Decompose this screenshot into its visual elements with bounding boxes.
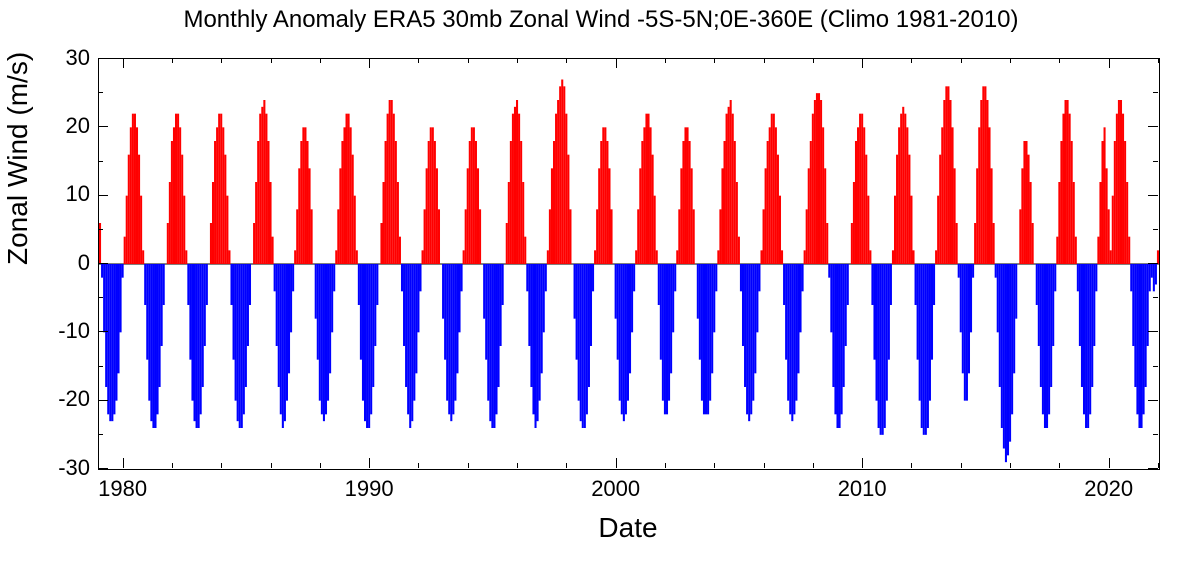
x-axis-label: Date <box>98 512 1158 544</box>
tick-mark <box>764 463 765 468</box>
tick-mark <box>764 58 765 63</box>
tick-mark <box>418 58 419 63</box>
tick-label: 0 <box>78 250 90 276</box>
tick-mark <box>1153 434 1158 435</box>
tick-mark <box>566 463 567 468</box>
tick-mark <box>862 58 863 68</box>
tick-mark <box>98 434 103 435</box>
tick-mark <box>221 58 222 63</box>
tick-label: 1980 <box>98 476 147 502</box>
tick-mark <box>813 463 814 468</box>
tick-mark <box>369 58 370 68</box>
tick-mark <box>1109 458 1110 468</box>
tick-mark <box>418 463 419 468</box>
tick-label: 20 <box>66 113 90 139</box>
tick-mark <box>221 463 222 468</box>
tick-mark <box>123 458 124 468</box>
tick-mark <box>98 195 108 196</box>
tick-mark <box>1153 229 1158 230</box>
tick-mark <box>961 463 962 468</box>
tick-label: -20 <box>58 386 90 412</box>
tick-mark <box>862 458 863 468</box>
tick-mark <box>320 58 321 63</box>
tick-label: 30 <box>66 45 90 71</box>
plot-svg <box>99 59 1159 469</box>
tick-mark <box>665 463 666 468</box>
tick-mark <box>98 92 103 93</box>
tick-mark <box>566 58 567 63</box>
tick-mark <box>98 331 108 332</box>
tick-mark <box>1153 366 1158 367</box>
tick-mark <box>98 58 108 59</box>
tick-mark <box>911 58 912 63</box>
tick-mark <box>468 463 469 468</box>
tick-mark <box>1010 463 1011 468</box>
tick-mark <box>1158 463 1159 468</box>
tick-mark <box>517 463 518 468</box>
tick-mark <box>1153 92 1158 93</box>
tick-mark <box>961 58 962 63</box>
tick-mark <box>98 263 108 264</box>
tick-mark <box>98 400 108 401</box>
tick-label: 2010 <box>838 476 887 502</box>
tick-mark <box>1109 58 1110 68</box>
tick-mark <box>123 58 124 68</box>
tick-mark <box>320 463 321 468</box>
tick-label: -30 <box>58 455 90 481</box>
tick-mark <box>714 463 715 468</box>
tick-mark <box>517 58 518 63</box>
tick-mark <box>1148 58 1158 59</box>
tick-mark <box>172 58 173 63</box>
tick-mark <box>98 297 103 298</box>
tick-mark <box>1059 58 1060 63</box>
tick-mark <box>468 58 469 63</box>
tick-label: 10 <box>66 181 90 207</box>
tick-label: 2020 <box>1084 476 1133 502</box>
tick-mark <box>1153 297 1158 298</box>
tick-mark <box>1148 468 1158 469</box>
tick-mark <box>616 458 617 468</box>
tick-mark <box>1153 161 1158 162</box>
tick-label: -10 <box>58 318 90 344</box>
plot-area <box>98 58 1160 470</box>
tick-mark <box>1148 400 1158 401</box>
tick-label: 1990 <box>345 476 394 502</box>
tick-mark <box>1148 263 1158 264</box>
tick-mark <box>1158 58 1159 63</box>
tick-mark <box>271 463 272 468</box>
chart-title: Monthly Anomaly ERA5 30mb Zonal Wind -5S… <box>0 6 1202 34</box>
tick-mark <box>369 458 370 468</box>
tick-mark <box>1010 58 1011 63</box>
tick-mark <box>665 58 666 63</box>
tick-mark <box>911 463 912 468</box>
tick-mark <box>1059 463 1060 468</box>
tick-mark <box>98 126 108 127</box>
tick-mark <box>616 58 617 68</box>
tick-mark <box>172 463 173 468</box>
tick-mark <box>813 58 814 63</box>
chart-container: Monthly Anomaly ERA5 30mb Zonal Wind -5S… <box>0 0 1202 564</box>
tick-mark <box>1148 195 1158 196</box>
tick-mark <box>98 161 103 162</box>
tick-label: 2000 <box>591 476 640 502</box>
tick-mark <box>1148 126 1158 127</box>
tick-mark <box>271 58 272 63</box>
tick-mark <box>98 366 103 367</box>
tick-mark <box>98 468 108 469</box>
tick-mark <box>1148 331 1158 332</box>
tick-mark <box>714 58 715 63</box>
tick-mark <box>98 229 103 230</box>
